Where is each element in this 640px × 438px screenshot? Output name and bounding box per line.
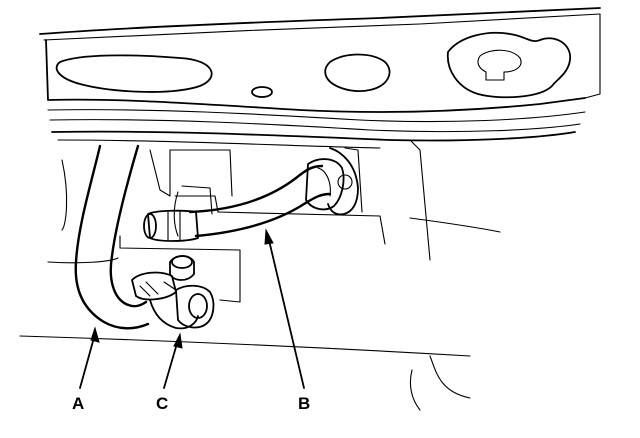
clamp-c bbox=[131, 255, 215, 330]
leader-b bbox=[267, 235, 305, 389]
callout-leaders bbox=[79, 228, 305, 389]
background-bracket bbox=[19, 139, 501, 411]
leader-c bbox=[163, 339, 179, 389]
callout-label-b: B bbox=[298, 394, 310, 413]
frame-crossmember bbox=[39, 7, 601, 149]
tube-b bbox=[143, 147, 359, 242]
tube-a bbox=[74, 144, 150, 330]
arrow-b bbox=[264, 228, 274, 245]
leader-a bbox=[79, 333, 96, 389]
callout-label-a: A bbox=[72, 394, 84, 413]
callout-label-c: C bbox=[156, 394, 168, 413]
arrow-c bbox=[173, 332, 183, 349]
arrow-a bbox=[90, 326, 100, 343]
